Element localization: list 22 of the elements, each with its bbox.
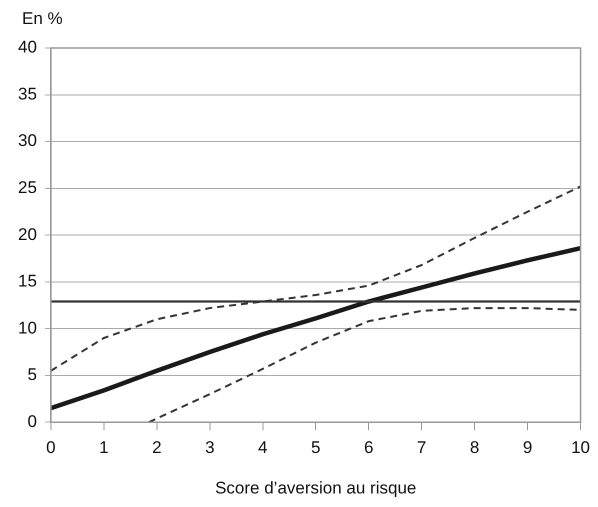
x-tick-label: 6 [364, 438, 374, 458]
y-tick-label: 0 [27, 412, 37, 431]
y-tick-label: 35 [18, 84, 37, 104]
y-tick-label: 25 [18, 178, 37, 198]
x-tick-label: 3 [205, 438, 215, 458]
x-tick-label: 4 [258, 438, 268, 458]
x-tick-label: 10 [571, 438, 590, 458]
y-tick-label: 10 [18, 318, 37, 338]
x-tick-label: 2 [152, 438, 162, 458]
y-tick-label: 5 [27, 365, 37, 384]
x-tick-label: 7 [416, 438, 426, 458]
x-tick-label: 0 [46, 438, 56, 458]
y-tick-label: 30 [18, 131, 37, 150]
x-tick-label: 9 [522, 438, 532, 458]
x-tick-label: 1 [99, 438, 109, 458]
x-tick-label: 5 [310, 438, 320, 458]
y-tick-label: 15 [18, 272, 37, 291]
y-tick-label: 40 [18, 38, 37, 57]
y-axis-title: En % [22, 9, 63, 28]
x-axis-title: Score d’aversion au risque [215, 478, 416, 498]
x-tick-label: 8 [470, 438, 480, 458]
y-tick-label: 20 [18, 224, 37, 244]
